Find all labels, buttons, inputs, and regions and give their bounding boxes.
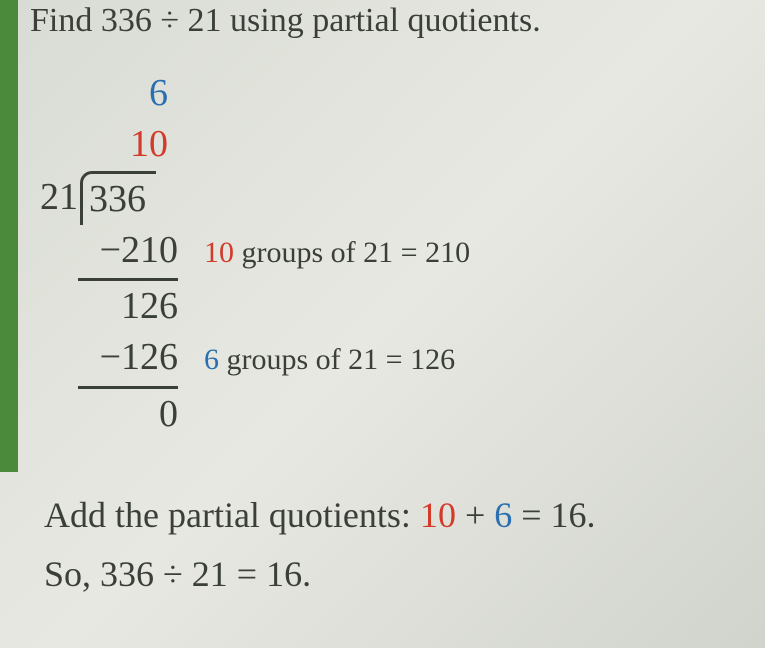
sum-prefix: Add the partial quotients: xyxy=(44,495,420,535)
partial-quotient-1: 10 xyxy=(130,119,178,170)
step-2-count: 6 xyxy=(204,343,219,376)
step-1-annotation: 10 groups of 21 = 210 xyxy=(204,233,470,274)
step-1-subtrahend: −210 xyxy=(78,225,178,281)
worksheet-page: Find 336 ÷ 21 using partial quotients. 6… xyxy=(0,0,765,605)
partial-quotient-sum: Add the partial quotients: 10 + 6 = 16. xyxy=(44,486,765,545)
step-2-annotation: 6 groups of 21 = 126 xyxy=(204,340,455,381)
problem-title: Find 336 ÷ 21 using partial quotients. xyxy=(30,0,765,40)
divisor: 21 xyxy=(40,171,78,223)
step-1-subtract: −210 10 groups of 21 = 210 xyxy=(78,225,765,281)
dividend: 336 xyxy=(89,178,146,220)
partial-quotient-stack: 6 10 xyxy=(48,68,178,171)
sum-eq: = 16. xyxy=(512,495,595,535)
subtraction-steps: −210 10 groups of 21 = 210 126 −126 6 gr… xyxy=(78,225,765,440)
sum-pq2: 6 xyxy=(494,495,512,535)
step-2-remainder-row: 0 xyxy=(78,389,765,440)
step-1-remainder: 126 xyxy=(78,281,178,332)
step-2-text: groups of 21 = 126 xyxy=(219,343,455,376)
step-1-count: 10 xyxy=(204,236,234,269)
division-bracket: 336 xyxy=(80,171,156,225)
partial-quotient-2: 6 xyxy=(149,68,178,119)
sum-pq1: 10 xyxy=(420,495,456,535)
step-2-subtract: −126 6 groups of 21 = 126 xyxy=(78,332,765,388)
page-edge xyxy=(0,0,18,472)
step-1-remainder-row: 126 xyxy=(78,281,765,332)
division-bracket-row: 21 336 xyxy=(40,171,765,225)
step-2-subtrahend: −126 xyxy=(78,332,178,388)
summary-block: Add the partial quotients: 10 + 6 = 16. … xyxy=(44,486,765,605)
step-2-remainder: 0 xyxy=(78,389,178,440)
sum-plus: + xyxy=(456,495,494,535)
long-division-work: 6 10 21 336 −210 10 groups of 21 = 210 1… xyxy=(40,68,765,440)
conclusion: So, 336 ÷ 21 = 16. xyxy=(44,545,765,604)
step-1-text: groups of 21 = 210 xyxy=(234,236,470,269)
